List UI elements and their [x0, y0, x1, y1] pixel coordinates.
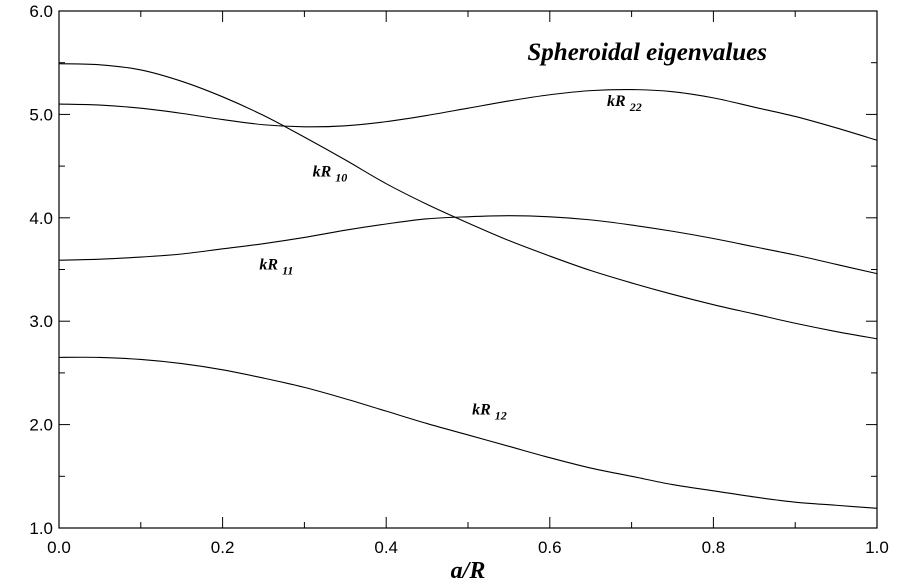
y-tick-label: 6.0	[29, 2, 53, 21]
series-label-name: kR	[472, 401, 495, 418]
series-label-name: kR	[259, 257, 282, 274]
series-line-kR12	[59, 357, 877, 508]
axis-tick-labels: 0.0 0.2 0.4 0.6 0.8 1.0 1.0 2.0 3.0 4.0 5.0 6.0	[29, 2, 888, 557]
series-label-subscript: 11	[282, 264, 293, 278]
y-tick-label: 4.0	[29, 209, 53, 228]
x-tick-label: 0.4	[374, 538, 398, 557]
chart-title: Spheroidal eigenvalues	[527, 39, 767, 66]
x-axis-label: a/R	[451, 558, 486, 584]
series-line-kR22	[59, 90, 877, 141]
series-label-kR22: kR 22	[607, 93, 642, 114]
series-label-subscript: 22	[629, 100, 642, 114]
x-tick-label: 1.0	[865, 538, 889, 557]
y-tick-label: 3.0	[29, 312, 53, 331]
series-label-kR11: kR 11	[259, 257, 293, 278]
y-tick-label: 1.0	[29, 519, 53, 538]
x-tick-label: 0.2	[211, 538, 235, 557]
series-label-subscript: 12	[495, 408, 507, 422]
x-tick-label: 0.6	[538, 538, 562, 557]
series-lines	[59, 64, 877, 509]
plot-frame	[59, 11, 877, 528]
series-line-kR11	[59, 216, 877, 274]
series-label-name: kR	[607, 93, 630, 110]
series-label-subscript: 10	[335, 170, 347, 184]
x-tick-label: 0.8	[702, 538, 726, 557]
series-label-name: kR	[313, 163, 336, 180]
series-line-kR10	[59, 64, 877, 339]
series-label-kR12: kR 12	[472, 401, 507, 422]
x-tick-label: 0.0	[47, 538, 71, 557]
axis-ticks	[59, 11, 877, 528]
y-tick-label: 2.0	[29, 416, 53, 435]
series-label-kR10: kR 10	[313, 163, 348, 184]
y-tick-label: 5.0	[29, 105, 53, 124]
